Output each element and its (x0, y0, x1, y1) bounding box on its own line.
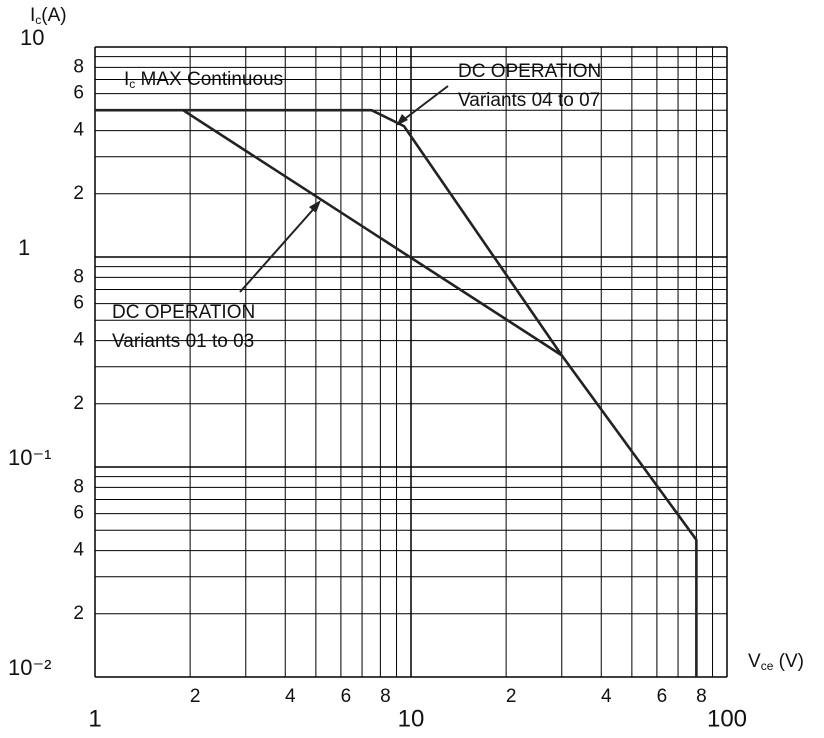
y-tick-label: 8 (73, 56, 84, 77)
label-bg (118, 66, 338, 92)
arrow (397, 85, 449, 125)
annotation: Variants 01 to 03 (112, 331, 254, 352)
series-line (95, 108, 698, 677)
x-tick-label: 8 (380, 686, 391, 707)
x-axis-label: Vce (V) (748, 651, 804, 673)
y-tick-label: 4 (73, 120, 84, 141)
label-bg (108, 300, 303, 356)
annotation: DC OPERATION (112, 302, 255, 323)
arrow (239, 203, 319, 293)
y-tick-label: 2 (73, 183, 84, 204)
y-tick-label: 4 (73, 330, 84, 351)
y-tick-label: 6 (73, 503, 84, 524)
x-tick-label: 2 (190, 686, 201, 707)
y-tick-label: 6 (73, 83, 84, 104)
x-tick-label: 4 (601, 686, 612, 707)
y-tick-label: 4 (73, 540, 84, 561)
y-tick-label: 2 (73, 603, 84, 624)
x-tick-label: 4 (285, 686, 296, 707)
y-tick-label: 1 (18, 235, 30, 260)
annotation: Variants 04 to 07 (458, 90, 600, 111)
y-tick-label: 10⁻¹ (8, 445, 51, 470)
x-tick-label: 1 (88, 705, 101, 732)
x-tick-label: 6 (657, 686, 668, 707)
series-line (182, 109, 563, 357)
y-tick-label: 8 (73, 266, 84, 287)
x-tick-label: 10 (398, 705, 425, 732)
y-tick-label: 10⁻² (8, 655, 51, 680)
arrow-head (396, 114, 408, 126)
arrow-head (309, 200, 321, 213)
x-tick-label: 8 (696, 686, 707, 707)
label-bg (455, 60, 645, 116)
x-tick-label: 2 (506, 686, 517, 707)
x-tick-label: 100 (707, 705, 747, 732)
y-axis-label: Ic(A) (30, 5, 67, 27)
x-tick-label: 6 (341, 686, 352, 707)
annotation: DC OPERATION (458, 61, 601, 82)
y-tick-label: 8 (73, 476, 84, 497)
annotation: Ic MAX Continuous (124, 69, 283, 91)
y-tick-label: 10 (20, 25, 44, 50)
y-tick-label: 6 (73, 293, 84, 314)
y-tick-label: 2 (73, 393, 84, 414)
